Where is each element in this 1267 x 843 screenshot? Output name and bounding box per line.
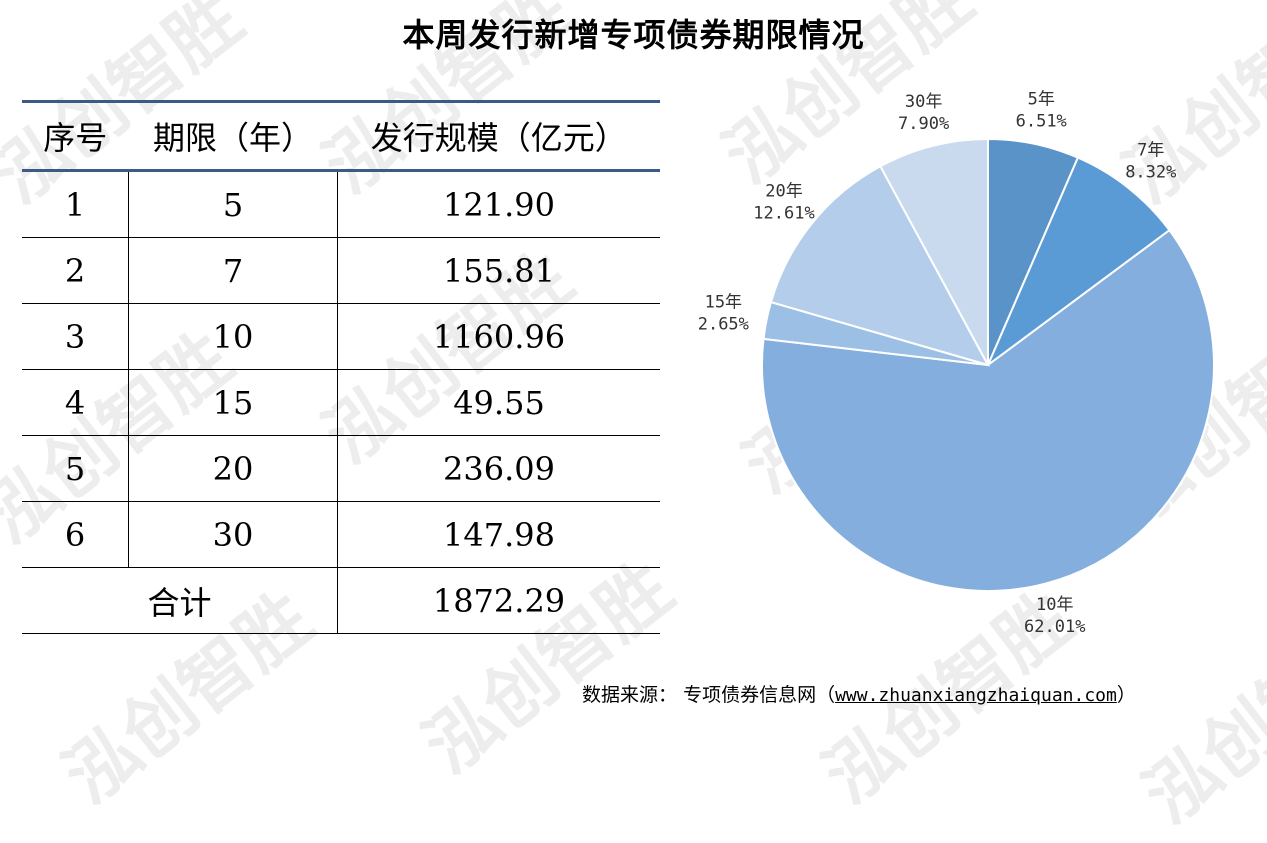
cell-amount: 49.55 bbox=[337, 369, 660, 436]
cell-term: 15 bbox=[128, 369, 338, 436]
pie-slice-label: 15年 bbox=[705, 293, 742, 313]
pie-slice-percent: 8.32% bbox=[1125, 163, 1176, 183]
pie-slice bbox=[761, 228, 1215, 592]
cell-amount: 236.09 bbox=[337, 435, 660, 502]
table-row: 2 7 155.81 bbox=[22, 237, 660, 304]
table-row: 1 5 121.90 bbox=[22, 170, 660, 238]
cell-amount: 147.98 bbox=[337, 501, 660, 568]
pie-slices bbox=[761, 137, 1215, 592]
cell-amount: 121.90 bbox=[337, 170, 660, 238]
pie-slice-label: 7年 bbox=[1137, 141, 1164, 161]
pie-slice-percent: 12.61% bbox=[753, 204, 814, 224]
pie-slice bbox=[985, 156, 1171, 369]
table-row: 6 30 147.98 bbox=[22, 501, 660, 568]
pie-slice-label: 30年 bbox=[905, 92, 942, 112]
cell-term: 20 bbox=[128, 435, 338, 502]
table-header-row: 序号 期限（年） 发行规模（亿元） bbox=[22, 100, 660, 172]
header-term: 期限（年） bbox=[128, 100, 338, 172]
source-note: 数据来源： 专项债券信息网（www.zhuanxiangzhaiquan.com… bbox=[582, 680, 1136, 707]
pie-slice-percent: 7.90% bbox=[898, 114, 949, 134]
pie-slice-label: 5年 bbox=[1028, 89, 1055, 109]
cell-index: 5 bbox=[22, 435, 129, 502]
bond-table: 序号 期限（年） 发行规模（亿元） 1 5 121.90 2 7 155.81 … bbox=[22, 100, 660, 634]
table-total-row: 合计 1872.29 bbox=[22, 567, 660, 634]
cell-term: 5 bbox=[128, 170, 338, 238]
source-close: ） bbox=[1116, 684, 1136, 706]
pie-slice-label: 20年 bbox=[765, 182, 802, 202]
pie-slice-percent: 6.51% bbox=[1016, 111, 1067, 131]
pie-slice bbox=[879, 137, 989, 366]
cell-index: 6 bbox=[22, 501, 129, 568]
cell-amount: 155.81 bbox=[337, 237, 660, 304]
table-row: 3 10 1160.96 bbox=[22, 303, 660, 370]
pie-slice-percent: 2.65% bbox=[698, 315, 749, 335]
cell-index: 4 bbox=[22, 369, 129, 436]
pie-slice bbox=[769, 164, 991, 367]
cell-term: 10 bbox=[128, 303, 338, 370]
cell-amount: 1160.96 bbox=[337, 303, 660, 370]
table-row: 4 15 49.55 bbox=[22, 369, 660, 436]
cell-index: 3 bbox=[22, 303, 129, 370]
pie-slice-label: 10年 bbox=[1036, 595, 1073, 615]
total-value: 1872.29 bbox=[337, 567, 660, 634]
table-row: 5 20 236.09 bbox=[22, 435, 660, 502]
header-amount: 发行规模（亿元） bbox=[337, 100, 660, 172]
header-index: 序号 bbox=[22, 100, 129, 172]
cell-term: 7 bbox=[128, 237, 338, 304]
cell-index: 1 bbox=[22, 170, 129, 238]
source-label: 数据来源： bbox=[582, 684, 678, 706]
pie-slice-percent: 62.01% bbox=[1024, 617, 1085, 637]
source-url[interactable]: www.zhuanxiangzhaiquan.com bbox=[835, 685, 1117, 706]
total-label: 合计 bbox=[22, 567, 338, 634]
cell-index: 2 bbox=[22, 237, 129, 304]
source-name: 专项债券信息网（ bbox=[683, 684, 836, 706]
page-title: 本周发行新增专项债券期限情况 bbox=[402, 16, 865, 54]
cell-term: 30 bbox=[128, 501, 338, 568]
